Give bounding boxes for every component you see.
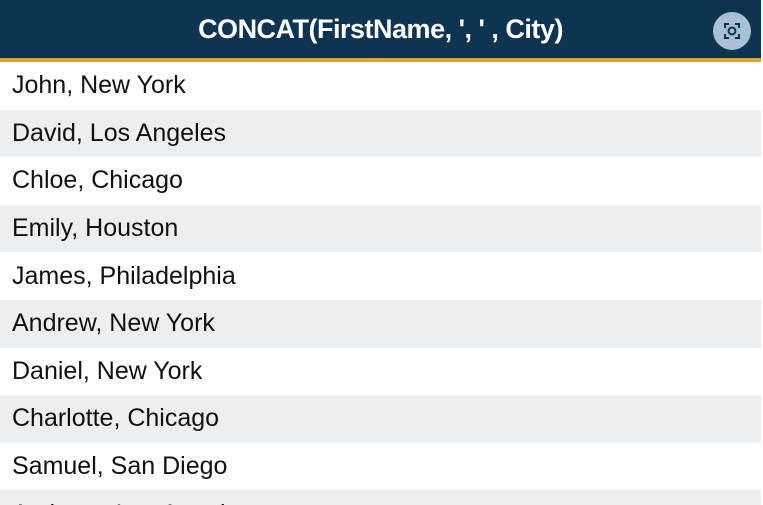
table-row: Daniel, New York bbox=[12, 356, 203, 385]
table-row: Charlotte, Chicago bbox=[0, 395, 761, 443]
table-row: Anthony, Los Angeles bbox=[0, 490, 761, 505]
table-header: CONCAT(FirstName, ', ' , City) bbox=[0, 0, 761, 62]
table-row: Emily, Houston bbox=[0, 204, 761, 253]
screenshot-icon bbox=[724, 23, 740, 39]
column-title: CONCAT(FirstName, ', ' , City) bbox=[198, 13, 563, 44]
table-row: Chloe, Chicago bbox=[12, 166, 183, 195]
table-row: James, Philadelphia bbox=[12, 261, 236, 290]
table-body: John, New York David, Los Angeles Chloe, C… bbox=[0, 62, 761, 505]
table-row: John, New York bbox=[12, 71, 186, 100]
screenshot-button[interactable] bbox=[713, 12, 751, 50]
table-row: David, Los Angeles bbox=[0, 109, 761, 158]
table-row: Andrew, New York bbox=[0, 299, 761, 348]
table-row: Samuel, San Diego bbox=[12, 452, 228, 481]
